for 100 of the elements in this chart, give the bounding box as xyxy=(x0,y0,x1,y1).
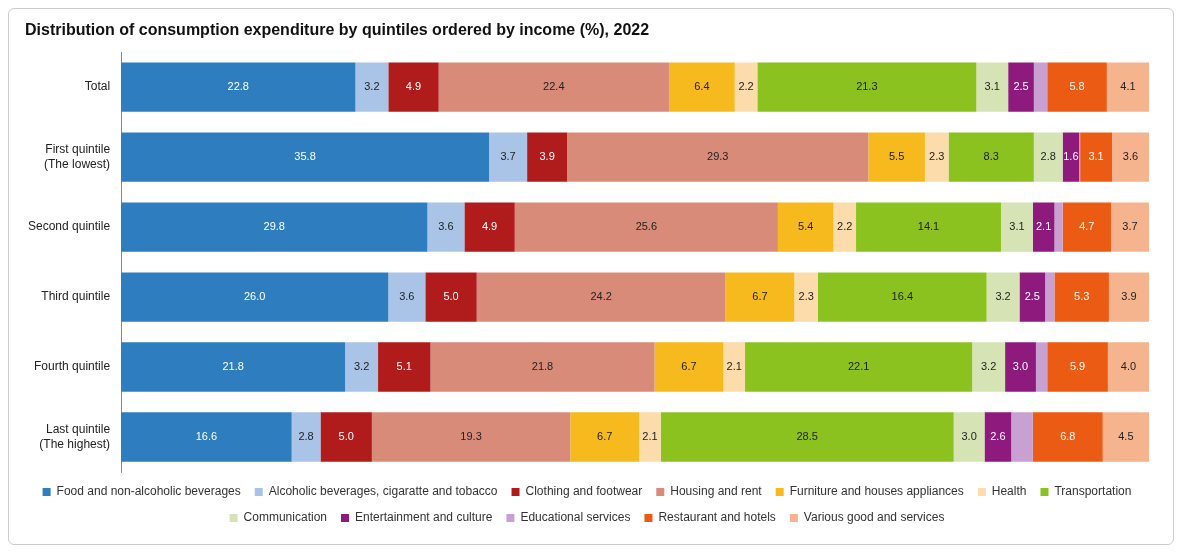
chart-title: Distribution of consumption expenditure by quintiles ordered by income (%), 2022 xyxy=(25,21,650,39)
data-label: 3.7 xyxy=(1122,220,1138,233)
bar xyxy=(654,342,724,392)
bar xyxy=(794,272,818,322)
bar xyxy=(856,202,1001,252)
data-label: 5.1 xyxy=(396,360,412,373)
bar xyxy=(1047,62,1107,112)
data-label: 3.9 xyxy=(1121,290,1137,303)
data-label: 1.6 xyxy=(1063,150,1079,163)
data-label: 2.1 xyxy=(1035,220,1052,233)
data-label: 22.8 xyxy=(227,80,249,93)
data-label: 6.7 xyxy=(597,430,613,443)
bar xyxy=(1008,62,1034,112)
data-label: 3.0 xyxy=(1012,360,1029,373)
bar xyxy=(476,272,726,322)
data-label: 2.1 xyxy=(642,430,658,443)
data-label: 35.8 xyxy=(294,150,316,163)
data-label: 3.1 xyxy=(1009,220,1025,233)
bar xyxy=(514,202,778,252)
y-tick-label: Second quintile xyxy=(28,219,111,234)
bar xyxy=(1102,412,1149,462)
data-label: 4.7 xyxy=(1079,220,1095,233)
data-label: 19.3 xyxy=(460,430,482,443)
legend-label: Educational services xyxy=(520,510,631,525)
bar xyxy=(984,412,1012,462)
data-label: 3.2 xyxy=(995,290,1011,303)
data-label: 5.5 xyxy=(888,150,905,163)
bar xyxy=(1019,272,1046,322)
data-label: 26.0 xyxy=(243,290,266,303)
bar xyxy=(1108,272,1149,322)
bar xyxy=(660,412,954,462)
legend-label: Clothing and footwear xyxy=(525,484,643,499)
data-label: 28.5 xyxy=(796,430,818,443)
bar xyxy=(438,62,669,112)
bar xyxy=(1106,62,1149,112)
data-label: 3.2 xyxy=(980,360,997,373)
bar xyxy=(833,202,857,252)
data-label: 29.3 xyxy=(707,150,729,163)
data-label: 21.3 xyxy=(856,80,878,93)
data-label: 4.9 xyxy=(481,220,498,233)
data-label: 6.4 xyxy=(694,80,710,93)
data-label: 4.5 xyxy=(1118,430,1134,443)
bar xyxy=(527,132,568,182)
bar xyxy=(464,202,515,252)
bar xyxy=(639,412,661,462)
bar xyxy=(121,272,389,322)
bar xyxy=(757,62,977,112)
legend-label: Transportation xyxy=(1054,484,1132,499)
bar xyxy=(723,342,746,392)
bar xyxy=(1000,202,1033,252)
bar xyxy=(388,62,439,112)
data-label: 2.6 xyxy=(990,430,1006,443)
bar xyxy=(1107,342,1149,392)
data-label: 5.0 xyxy=(443,290,459,303)
legend-label: Entertainment and culture xyxy=(354,510,493,525)
y-tick-label: Fourth quintile xyxy=(34,359,111,374)
data-label: 21.8 xyxy=(222,360,244,373)
bar xyxy=(948,132,1034,182)
bar xyxy=(734,62,758,112)
data-label: 6.7 xyxy=(752,290,768,303)
bar xyxy=(355,62,389,112)
bar xyxy=(1033,132,1063,182)
data-label: 24.2 xyxy=(590,290,612,303)
bar xyxy=(121,62,356,112)
data-label: 16.6 xyxy=(195,430,218,443)
data-label: 5.4 xyxy=(798,220,814,233)
data-label: 3.6 xyxy=(1122,150,1139,163)
bar xyxy=(425,272,477,322)
data-label: 3.6 xyxy=(438,220,454,233)
y-tick-label: Last quintile (The highest) xyxy=(39,422,111,451)
bar xyxy=(1005,342,1036,392)
bar xyxy=(430,342,655,392)
bar xyxy=(1035,342,1048,392)
data-label: 2.5 xyxy=(1013,80,1029,93)
legend-label: Restaurant and hotels xyxy=(658,510,776,525)
data-label: 3.9 xyxy=(539,150,555,163)
bar xyxy=(1110,202,1149,252)
bar xyxy=(1011,412,1033,462)
bar xyxy=(818,272,987,322)
bar xyxy=(986,272,1020,322)
data-label: 29.8 xyxy=(263,220,285,233)
data-label: 4.9 xyxy=(405,80,422,93)
bar xyxy=(976,62,1009,112)
bar xyxy=(121,202,428,252)
data-label: 21.8 xyxy=(531,360,554,373)
legend-label: Various good and services xyxy=(803,510,945,525)
bar xyxy=(953,412,985,462)
bar xyxy=(121,132,490,182)
bar xyxy=(1080,132,1112,182)
data-label: 5.9 xyxy=(1069,360,1086,373)
bar xyxy=(371,412,571,462)
data-label: 2.1 xyxy=(726,360,742,373)
bar xyxy=(388,272,426,322)
bar xyxy=(1045,272,1055,322)
data-label: 3.1 xyxy=(1088,150,1104,163)
bar xyxy=(489,132,528,182)
bar xyxy=(1032,202,1055,252)
legend-label: Housing and rent xyxy=(670,484,763,499)
data-label: 8.3 xyxy=(983,150,999,163)
data-label: 5.3 xyxy=(1074,290,1090,303)
